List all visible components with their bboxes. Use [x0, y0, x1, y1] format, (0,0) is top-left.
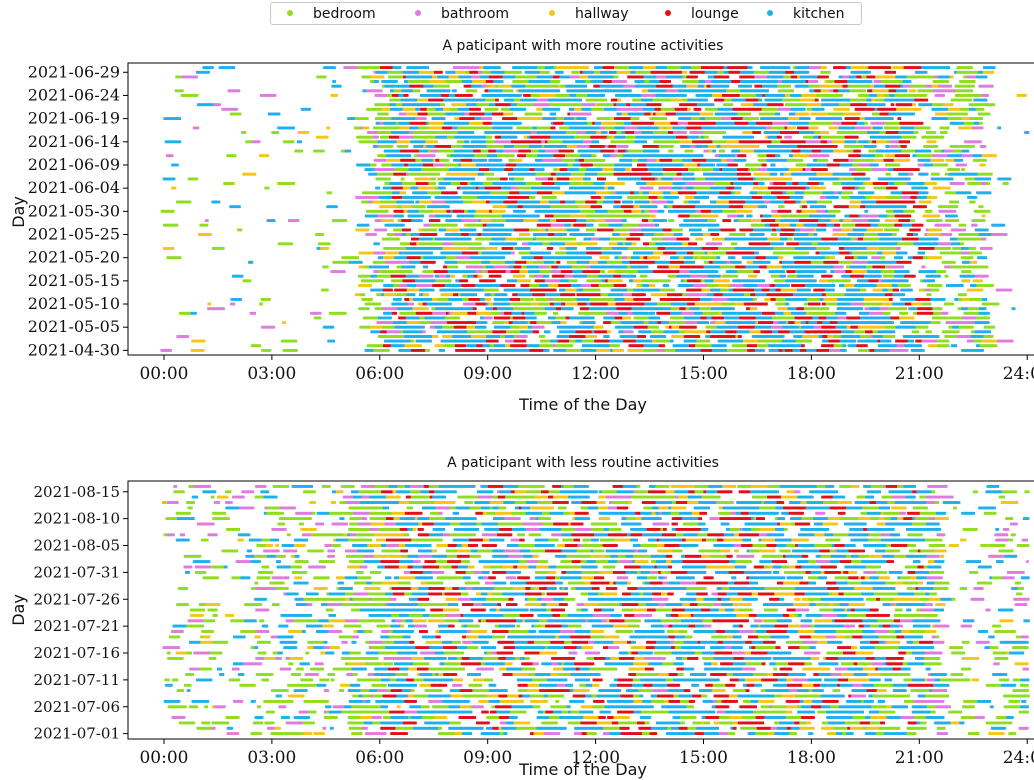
- activity-point-kitchen: [671, 340, 674, 343]
- activity-point-hallway: [594, 335, 597, 338]
- activity-point-kitchen: [937, 335, 940, 338]
- activity-point-kitchen: [912, 340, 915, 343]
- activity-point-bedroom: [543, 335, 546, 338]
- activity-point-bedroom: [295, 340, 298, 343]
- activity-point-bedroom: [571, 344, 574, 347]
- activity-point-hallway: [608, 330, 611, 333]
- activity-point-bedroom: [387, 349, 390, 352]
- activity-point-bedroom: [991, 335, 994, 338]
- activity-point-bathroom: [187, 335, 190, 338]
- activity-point-kitchen: [548, 330, 551, 333]
- chart-top-points: [161, 66, 1030, 352]
- activity-point-bedroom: [295, 349, 298, 352]
- activity-point-kitchen: [547, 349, 550, 352]
- activity-point-kitchen: [332, 340, 335, 343]
- activity-point-lounge: [644, 335, 647, 338]
- activity-point-bedroom: [427, 349, 430, 352]
- activity-point-kitchen: [955, 344, 958, 347]
- activity-point-bedroom: [947, 344, 950, 347]
- activity-point-bedroom: [708, 340, 711, 343]
- activity-point-bedroom: [412, 340, 415, 343]
- activity-point-hallway: [621, 349, 624, 352]
- activity-point-bathroom: [631, 330, 634, 333]
- activity-point-hallway: [202, 349, 205, 352]
- activity-point-bathroom: [169, 349, 172, 352]
- activity-point-hallway: [420, 344, 423, 347]
- activity-point-lounge: [802, 344, 805, 347]
- activity-point-kitchen: [443, 349, 446, 352]
- activity-point-kitchen: [664, 335, 667, 338]
- activity-point-kitchen: [981, 349, 984, 352]
- activity-point-lounge: [698, 335, 701, 338]
- activity-point-bathroom: [525, 335, 528, 338]
- activity-point-bedroom: [810, 340, 813, 343]
- activity-point-kitchen: [429, 340, 432, 343]
- activity-point-bedroom: [258, 344, 261, 347]
- activity-point-lounge: [583, 335, 586, 338]
- activity-point-lounge: [496, 340, 499, 343]
- activity-point-lounge: [504, 330, 507, 333]
- activity-point-kitchen: [844, 344, 847, 347]
- activity-point-bathroom: [1011, 340, 1014, 343]
- activity-point-lounge: [483, 349, 486, 352]
- activity-point-hallway: [203, 340, 206, 343]
- activity-point-kitchen: [854, 340, 857, 343]
- activity-point-bathroom: [423, 330, 426, 333]
- activity-point-lounge: [865, 344, 868, 347]
- activity-point-kitchen: [762, 349, 765, 352]
- activity-point-lounge: [663, 344, 666, 347]
- activity-point-kitchen: [919, 344, 922, 347]
- activity-point-kitchen: [844, 349, 847, 352]
- activity-point-kitchen: [782, 335, 785, 338]
- activity-point-kitchen: [889, 340, 892, 343]
- activity-point-bedroom: [995, 344, 998, 347]
- activity-point-kitchen: [724, 344, 727, 347]
- activity-point-hallway: [607, 349, 610, 352]
- activity-point-lounge: [524, 340, 527, 343]
- activity-point-bedroom: [893, 335, 896, 338]
- activity-point-lounge: [739, 335, 742, 338]
- activity-point-bedroom: [947, 340, 950, 343]
- activity-point-kitchen: [607, 335, 610, 338]
- chart-top: A paticipant with more routine activitie…: [9, 38, 1034, 414]
- activity-point-hallway: [436, 335, 439, 338]
- activity-point-bedroom: [617, 344, 620, 347]
- activity-point-lounge: [536, 330, 539, 333]
- activity-point-lounge: [464, 344, 467, 347]
- activity-point-bathroom: [906, 349, 909, 352]
- activity-point-bedroom: [269, 349, 272, 352]
- activity-point-kitchen: [922, 349, 925, 352]
- chart-top-title: A paticipant with more routine activitie…: [443, 38, 724, 54]
